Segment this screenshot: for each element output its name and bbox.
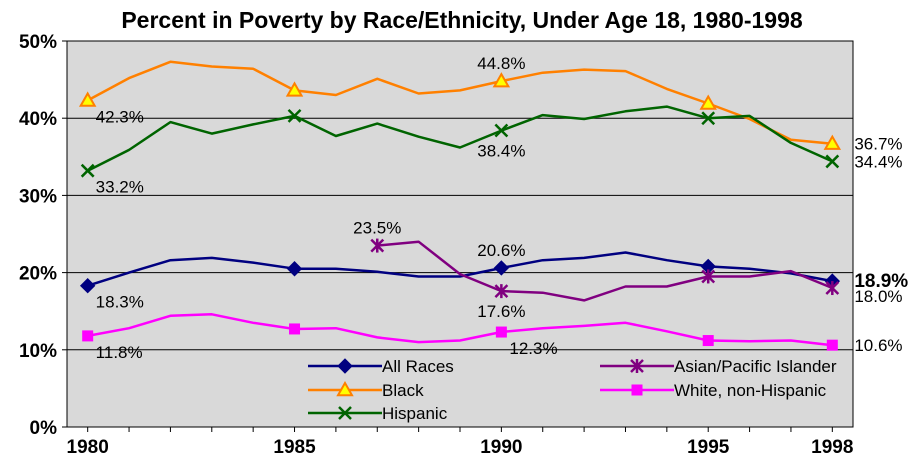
axes: 0% 10% 20% 30% 40% 50% 1980 1985 1990 1995 1998 [19,32,853,458]
y-tick-label: 10% [19,341,57,362]
data-point-hispanic [80,163,95,178]
data-point-black [699,94,717,110]
data-point-hispanic [494,123,509,138]
data-point-all-races [286,261,303,277]
x-tick-label: 1990 [480,437,522,458]
x-tick-label: 1998 [811,437,853,458]
data-point-white-non-hispanic [82,330,94,342]
legend-marker [337,358,353,374]
data-point-hispanic-stroke [701,111,716,126]
x-tick-label: 1980 [67,437,109,458]
series-white-non-hispanic [82,313,838,351]
data-point-all-races [79,278,96,294]
data-point-asian-pacific-islander [494,284,509,299]
legend-label: White, non-Hispanic [674,381,827,400]
data-point-hispanic-stroke [287,109,302,123]
data-point-black [492,72,511,88]
data-point-white-non-hispanic [495,326,507,338]
data-point-white-non-hispanic [289,323,301,335]
data-point-asian-pacific-islander [825,281,840,296]
data-label: 11.8% [96,343,143,362]
data-label: 17.6% [477,302,525,321]
legend-label: All Races [382,357,454,376]
data-label: 12.3% [509,339,557,358]
data-point-black [823,134,842,150]
data-point-asian-pacific-islander [701,269,716,284]
data-labels: 42.3% 44.8% 36.7% 33.2% 38.4% 34.4% 23.5% 20.6%… [96,54,909,362]
legend-marker [336,380,354,397]
series-line-asian-pacific-islander [377,240,833,302]
data-label: 44.8% [477,54,525,73]
data-point-hispanic [825,154,840,169]
series-hispanic [80,105,840,178]
chart-title: Percent in Poverty by Race/Ethnicity, Un… [121,7,803,33]
y-tick-label: 40% [19,109,57,130]
legend-label: Asian/Pacific Islander [674,357,837,376]
series-asian-pacific-islander [370,238,840,302]
legend-label: Black [382,381,424,400]
legend-item-hispanic: Hispanic [308,404,448,423]
data-point-white-non-hispanic [702,335,714,347]
data-point-hispanic-stroke [494,123,509,138]
data-point-black [285,81,304,97]
data-point-all-races [493,260,510,276]
data-point-hispanic-stroke [825,154,840,169]
data-point-black [78,91,97,107]
x-tick-label: 1995 [687,437,730,458]
data-point-hispanic [701,111,716,126]
data-point-white-non-hispanic [826,339,838,351]
data-label: 34.4% [854,152,902,171]
data-label: 18.0% [854,287,902,306]
plot-area [66,40,854,428]
data-label: 38.4% [477,142,525,161]
series-layer [78,60,842,351]
legend-marker [338,406,352,420]
legend-marker [630,359,644,373]
data-label: 23.5% [353,219,401,238]
data-label: 42.3% [96,107,144,126]
data-label: 18.9% [854,271,908,292]
y-tick-label: 50% [19,32,57,53]
data-point-hispanic [287,109,302,123]
x-tick-label: 1985 [273,437,316,458]
data-point-hispanic-stroke [80,163,95,178]
data-label: 33.2% [96,178,144,197]
data-label: 36.7% [854,135,902,154]
y-tick-label: 0% [30,418,58,439]
legend-item-white-non-hispanic: White, non-Hispanic [600,381,827,400]
legend-label: Hispanic [382,404,448,423]
y-tick-label: 30% [19,186,57,207]
data-point-asian-pacific-islander [370,238,385,253]
data-label: 20.6% [477,241,525,260]
legend-marker [631,384,643,396]
legend-item-all-races: All Races [308,357,454,376]
data-label: 10.6% [854,336,902,355]
legend-marker-stroke [338,406,352,420]
legend-item-black: Black [308,380,424,400]
data-label: 18.3% [96,293,144,312]
legend-item-asian-pacific-islander: Asian/Pacific Islander [600,357,837,376]
series-black [78,60,842,150]
legend: All Races Asian/Pacific Islander Black Whit… [308,357,837,423]
y-tick-label: 20% [19,264,57,285]
